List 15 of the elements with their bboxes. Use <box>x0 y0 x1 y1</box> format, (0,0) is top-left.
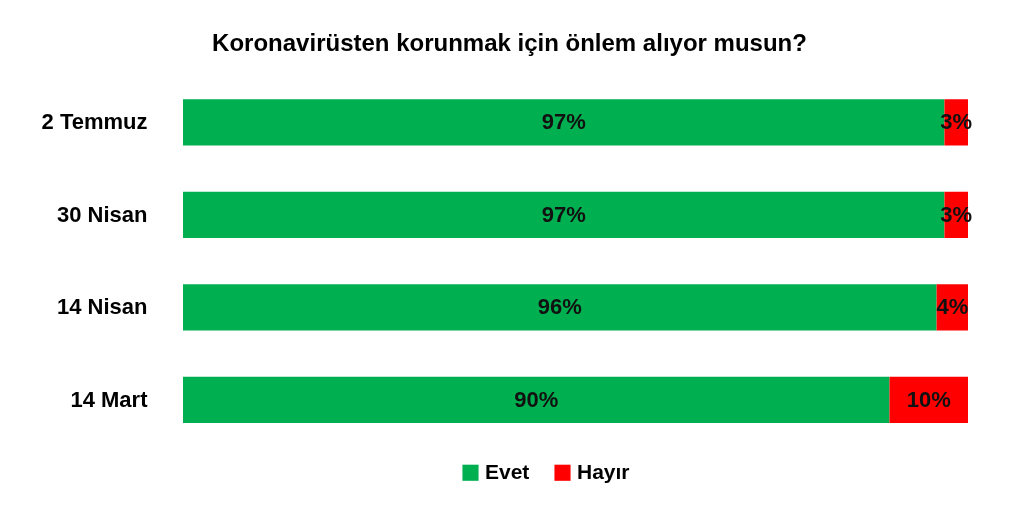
y-tick-label: 14 Nisan <box>57 294 148 320</box>
data-label: 97% <box>541 201 586 227</box>
data-label: 10% <box>906 386 951 412</box>
y-tick-label: 14 Mart <box>70 386 149 412</box>
data-label: 96% <box>537 294 582 320</box>
data-label: 4% <box>936 294 969 320</box>
bar <box>183 284 937 331</box>
data-label: 97% <box>541 109 586 135</box>
data-label: 90% <box>514 386 559 412</box>
y-tick-label: 30 Nisan <box>57 201 148 227</box>
legend-label: Evet <box>485 459 530 483</box>
y-tick-label: 2 Temmuz <box>41 109 148 135</box>
legend-label: Hayır <box>577 459 630 483</box>
chart-title: Koronavirüsten korunmak için önlem alıyor musun? <box>212 29 807 56</box>
bar <box>183 376 890 423</box>
